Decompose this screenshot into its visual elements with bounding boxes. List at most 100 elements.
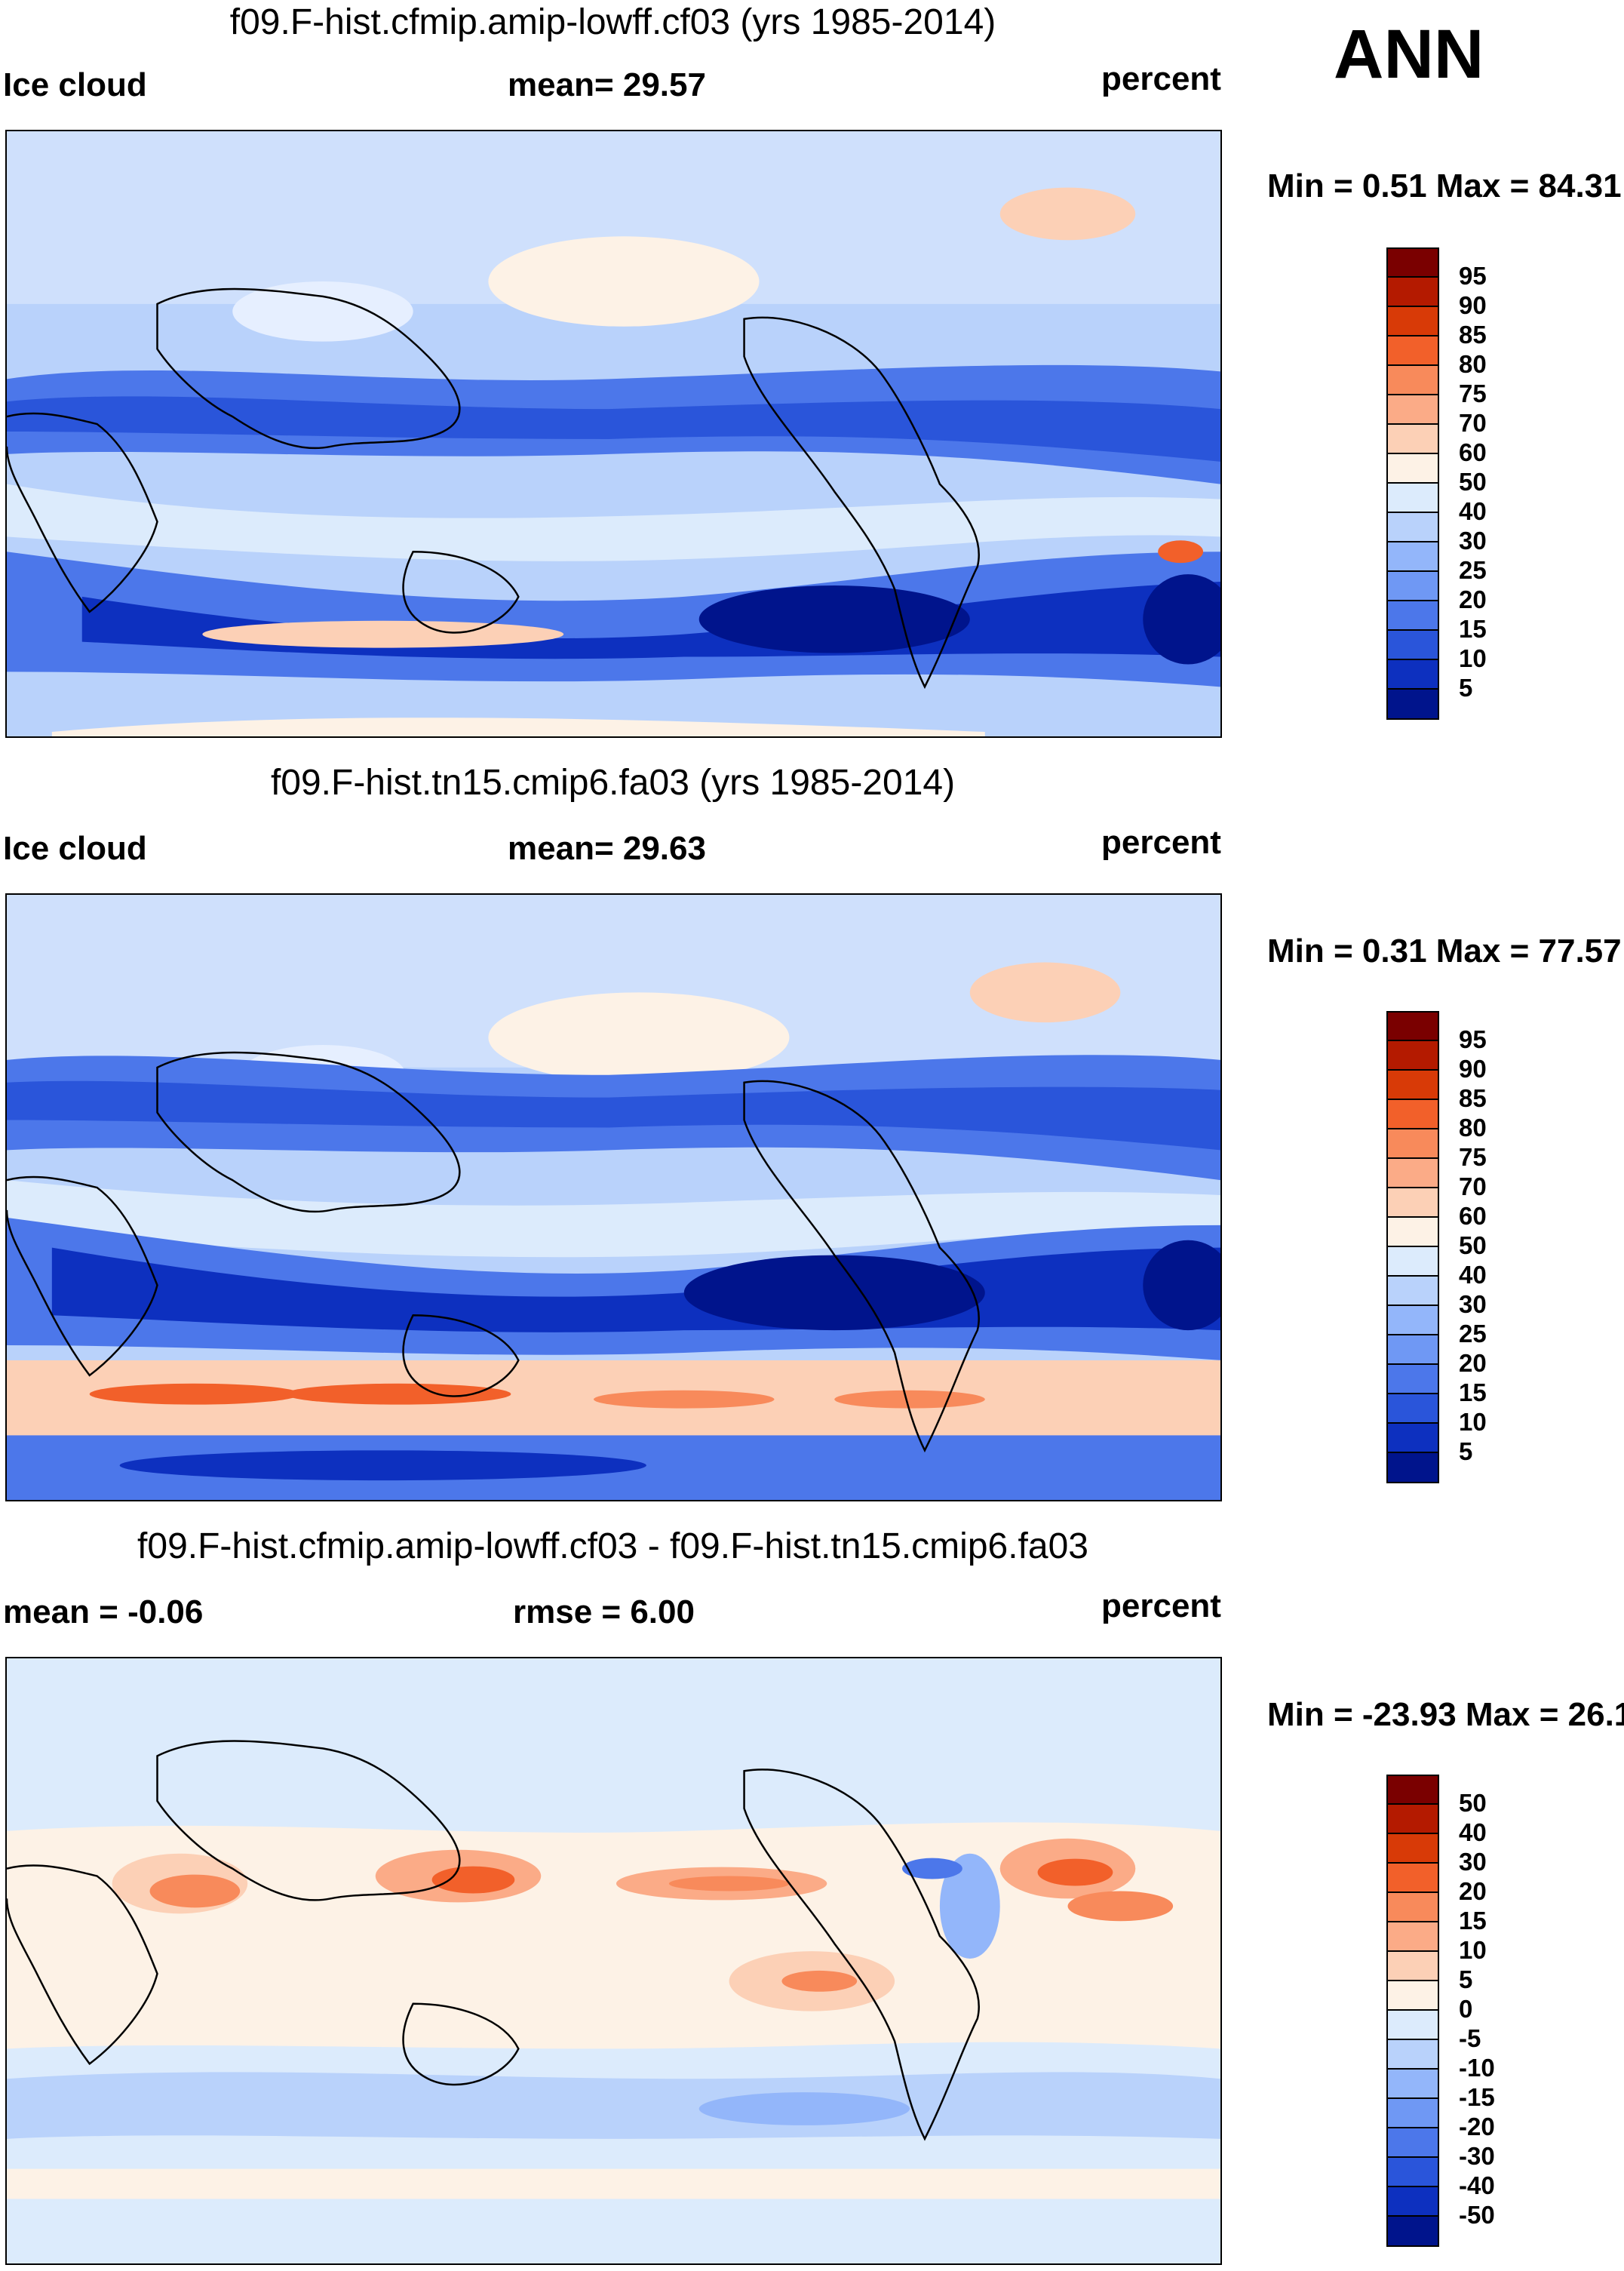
panel-2-colorbar-tick: 30 bbox=[1459, 1290, 1487, 1318]
panel-3-colorbar-box bbox=[1388, 2099, 1438, 2128]
panel-2-map-field bbox=[7, 895, 1220, 1500]
panel-1-variable-label: Ice cloud bbox=[3, 66, 147, 103]
panel-2-colorbar-box bbox=[1388, 1100, 1438, 1129]
panel-3-colorbar-box bbox=[1388, 2040, 1438, 2070]
panel-1-colorbar-tick: 25 bbox=[1459, 556, 1487, 584]
panel-2-mean-label: mean= 29.63 bbox=[508, 830, 706, 867]
panel-3-colorbar-box bbox=[1388, 2158, 1438, 2187]
panel-3-colorbar-box bbox=[1388, 2128, 1438, 2158]
panel-2-colorbar-tick: 10 bbox=[1459, 1408, 1487, 1436]
panel-1-colorbar-tick: 5 bbox=[1459, 674, 1473, 702]
panel-2-colorbar-box bbox=[1388, 1218, 1438, 1247]
panel-1-colorbar-tick: 60 bbox=[1459, 438, 1487, 466]
panel-3-colorbar-tick: 10 bbox=[1459, 1936, 1487, 1964]
panel-3-colorbar-box bbox=[1388, 2187, 1438, 2217]
panel-2-colorbar-tick: 40 bbox=[1459, 1261, 1487, 1289]
panel-1-colorbar-box bbox=[1388, 425, 1438, 454]
panel-2-colorbar-tick: 85 bbox=[1459, 1084, 1487, 1112]
panel-3-colorbar-box bbox=[1388, 2217, 1438, 2245]
panel-2-colorbar-box bbox=[1388, 1394, 1438, 1424]
panel-1-colorbar-tick: 85 bbox=[1459, 321, 1487, 349]
panel-1-colorbar-box bbox=[1388, 601, 1438, 631]
panel-2-colorbar-tick: 60 bbox=[1459, 1202, 1487, 1230]
panel-1-colorbar-box bbox=[1388, 278, 1438, 307]
panel-3-colorbar-tick: 5 bbox=[1459, 1965, 1473, 1993]
panel-1-minmax: Min = 0.51 Max = 84.31 bbox=[1267, 167, 1622, 204]
panel-1-colorbar-tick: 15 bbox=[1459, 615, 1487, 643]
panel-1-colorbar-tick: 70 bbox=[1459, 409, 1487, 437]
panel-1-colorbar-box bbox=[1388, 454, 1438, 484]
panel-1-colorbar-tick: 40 bbox=[1459, 497, 1487, 525]
panel-3-colorbar-tick: 30 bbox=[1459, 1848, 1487, 1876]
panel-3-colorbar-tick: -15 bbox=[1459, 2083, 1495, 2111]
panel-3-colorbar-box bbox=[1388, 2011, 1438, 2040]
panel-2-colorbar-box bbox=[1388, 1013, 1438, 1041]
panel-3-colorbar-tick: 15 bbox=[1459, 1907, 1487, 1934]
panel-2-colorbar-box bbox=[1388, 1365, 1438, 1394]
panel-2-variable-label: Ice cloud bbox=[3, 830, 147, 867]
panel-1-colorbar-tick: 90 bbox=[1459, 291, 1487, 319]
panel-2-colorbar-tick: 90 bbox=[1459, 1055, 1487, 1083]
panel-3-colorbar-tick: -50 bbox=[1459, 2201, 1495, 2229]
panel-3-colorbar-tick: 50 bbox=[1459, 1789, 1487, 1817]
panel-2-colorbar-box bbox=[1388, 1247, 1438, 1277]
panel-1-colorbar-box bbox=[1388, 631, 1438, 660]
panel-2-minmax: Min = 0.31 Max = 77.57 bbox=[1267, 933, 1622, 970]
panel-3-colorbar-box bbox=[1388, 1981, 1438, 2011]
panel-1-colorbar-box bbox=[1388, 660, 1438, 690]
panel-1-colorbar-box bbox=[1388, 337, 1438, 366]
season-label: ANN bbox=[1334, 16, 1484, 93]
panel-2-colorbar-tick: 20 bbox=[1459, 1349, 1487, 1377]
panel-1-colorbar-box bbox=[1388, 690, 1438, 718]
panel-3-colorbar-tick: -20 bbox=[1459, 2113, 1495, 2140]
panel-2-colorbar bbox=[1386, 1011, 1439, 1483]
panel-2-colorbar-box bbox=[1388, 1306, 1438, 1335]
panel-2-colorbar-tick: 15 bbox=[1459, 1378, 1487, 1406]
panel-1-colorbar-tick: 30 bbox=[1459, 527, 1487, 555]
panel-1-colorbar-box bbox=[1388, 395, 1438, 425]
panel-1-colorbar-tick: 50 bbox=[1459, 468, 1487, 496]
panel-3-colorbar-tick: 0 bbox=[1459, 1995, 1473, 2023]
panel-1-colorbar-box bbox=[1388, 572, 1438, 601]
panel-3-colorbar-tick: 20 bbox=[1459, 1877, 1487, 1905]
panel-1-colorbar-box bbox=[1388, 484, 1438, 513]
panel-2-units-label: percent bbox=[1101, 824, 1221, 861]
panel-3-colorbar-tick: -10 bbox=[1459, 2054, 1495, 2082]
panel-2-colorbar-box bbox=[1388, 1071, 1438, 1100]
panel-2-colorbar-tick: 80 bbox=[1459, 1114, 1487, 1142]
panel-1-colorbar-box bbox=[1388, 366, 1438, 395]
panel-2-colorbar-box bbox=[1388, 1335, 1438, 1365]
panel-1-colorbar-box bbox=[1388, 542, 1438, 572]
panel-3-colorbar-box bbox=[1388, 1834, 1438, 1864]
panel-1-colorbar-box bbox=[1388, 249, 1438, 278]
panel-2-colorbar-tick: 25 bbox=[1459, 1320, 1487, 1348]
panel-1-colorbar-tick: 75 bbox=[1459, 380, 1487, 407]
panel-1-map bbox=[5, 130, 1222, 738]
panel-3-colorbar-box bbox=[1388, 1893, 1438, 1922]
panel-2-colorbar-tick: 75 bbox=[1459, 1143, 1487, 1171]
panel-1-colorbar bbox=[1386, 247, 1439, 720]
panel-2-colorbar-tick: 50 bbox=[1459, 1231, 1487, 1259]
panel-2-title: f09.F-hist.tn15.cmip6.fa03 (yrs 1985-201… bbox=[270, 763, 956, 803]
panel-3-title: f09.F-hist.cfmip.amip-lowff.cf03 - f09.F… bbox=[137, 1526, 1088, 1566]
panel-2-map bbox=[5, 893, 1222, 1501]
panel-2-colorbar-box bbox=[1388, 1159, 1438, 1188]
panel-3-colorbar-box bbox=[1388, 2070, 1438, 2099]
panel-3-mean-label: mean = -0.06 bbox=[3, 1593, 204, 1630]
panel-3-colorbar-box bbox=[1388, 1864, 1438, 1893]
panel-3-colorbar-box bbox=[1388, 1805, 1438, 1834]
panel-3-rmse-label: rmse = 6.00 bbox=[513, 1593, 695, 1630]
panel-1-colorbar-tick: 20 bbox=[1459, 585, 1487, 613]
panel-2-colorbar-tick: 95 bbox=[1459, 1025, 1487, 1053]
panel-2-colorbar-box bbox=[1388, 1453, 1438, 1482]
panel-3-colorbar-tick: -40 bbox=[1459, 2171, 1495, 2199]
panel-3-colorbar bbox=[1386, 1775, 1439, 2247]
panel-2-colorbar-box bbox=[1388, 1188, 1438, 1218]
panel-1-mean-label: mean= 29.57 bbox=[508, 66, 706, 103]
panel-1-colorbar-tick: 95 bbox=[1459, 262, 1487, 290]
panel-3-colorbar-tick: -5 bbox=[1459, 2024, 1481, 2052]
panel-3-colorbar-tick: 40 bbox=[1459, 1818, 1487, 1846]
panel-3-colorbar-tick: -30 bbox=[1459, 2142, 1495, 2170]
panel-1-title: f09.F-hist.cfmip.amip-lowff.cf03 (yrs 19… bbox=[229, 2, 996, 42]
panel-3-map bbox=[5, 1657, 1222, 2265]
